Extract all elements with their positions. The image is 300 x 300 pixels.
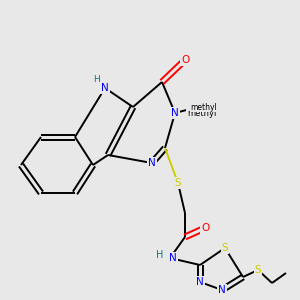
Text: N: N xyxy=(196,277,204,287)
Text: S: S xyxy=(255,265,261,275)
Text: methyl: methyl xyxy=(190,103,218,112)
Text: H: H xyxy=(94,76,100,85)
Text: methyl: methyl xyxy=(187,109,216,118)
Text: S: S xyxy=(222,243,228,253)
Text: N: N xyxy=(171,108,179,118)
Text: S: S xyxy=(175,178,181,188)
Text: H: H xyxy=(156,250,164,260)
Text: O: O xyxy=(181,55,189,65)
Text: O: O xyxy=(201,223,209,233)
Text: N: N xyxy=(218,285,226,295)
Text: N: N xyxy=(148,158,156,168)
Text: N: N xyxy=(169,253,177,263)
Text: N: N xyxy=(101,83,109,93)
